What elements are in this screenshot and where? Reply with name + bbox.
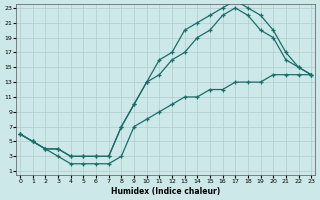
X-axis label: Humidex (Indice chaleur): Humidex (Indice chaleur)	[111, 187, 220, 196]
